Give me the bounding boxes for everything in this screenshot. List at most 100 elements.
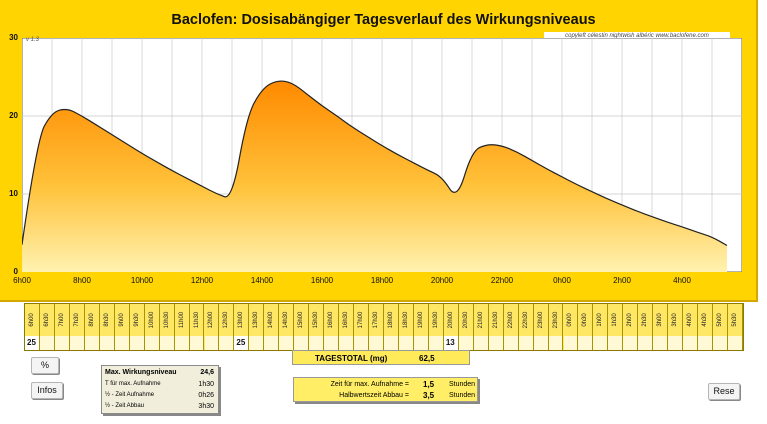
schedule-time-label: 7h30 <box>73 313 80 327</box>
dose-input-cell[interactable] <box>518 336 534 350</box>
dose-input-cell[interactable] <box>413 336 429 350</box>
dose-input-cell[interactable] <box>204 336 220 350</box>
schedule-time-cell: 2h30 <box>638 304 654 336</box>
schedule-time-label: 19h00 <box>417 311 424 329</box>
dose-input-cell[interactable] <box>69 336 85 350</box>
dose-input-cell[interactable] <box>488 336 504 350</box>
dose-input-cell[interactable] <box>533 336 549 350</box>
schedule-time-cell: 8h30 <box>100 304 115 336</box>
schedule-time-label: 0h00 <box>567 313 574 327</box>
info-row-label: ½ - Zeit Aufnahme <box>105 392 155 398</box>
schedule-time-cell: 7h00 <box>55 304 70 336</box>
schedule-time-label: 9h00 <box>118 313 125 327</box>
schedule-time-cell: 13h30 <box>249 304 265 336</box>
schedule-time-label: 9h30 <box>133 313 140 327</box>
dose-input-cell[interactable] <box>249 336 265 350</box>
dose-input-cell[interactable] <box>339 336 355 350</box>
schedule-time-cell: 20h30 <box>459 304 474 336</box>
dose-input-cell[interactable] <box>458 336 474 350</box>
dose-input-cell[interactable] <box>174 336 190 350</box>
dose-input-cell[interactable] <box>189 336 205 350</box>
schedule-time-label: 21h00 <box>477 311 484 329</box>
dose-input-cell[interactable] <box>653 336 669 350</box>
dose-input-cell[interactable] <box>144 336 160 350</box>
dose-input-cell[interactable] <box>608 336 624 350</box>
schedule-time-label: 23h00 <box>537 311 544 329</box>
schedule-time-label: 10h30 <box>163 311 170 329</box>
dose-input-cell[interactable] <box>99 336 115 350</box>
x-tick-label: 12h00 <box>190 276 214 285</box>
param-value[interactable]: 1,5 <box>423 380 435 389</box>
schedule-time-label: 16h00 <box>328 311 335 329</box>
schedule-time-label: 22h00 <box>507 311 514 329</box>
schedule-time-label: 5h30 <box>732 313 738 327</box>
max-level-label: Max. Wirkungsniveau <box>105 369 177 376</box>
schedule-time-cell: 19h30 <box>429 304 444 336</box>
schedule-time-label: 3h30 <box>672 313 679 327</box>
dose-input-cell[interactable]: 25 <box>234 336 250 350</box>
schedule-time-cell: 21h30 <box>489 304 504 336</box>
x-tick-label: 4h00 <box>673 276 691 285</box>
dose-input-cell[interactable] <box>219 336 235 350</box>
dose-input-cell[interactable] <box>563 336 579 350</box>
dose-input-cell[interactable] <box>638 336 654 350</box>
y-tick-label: 30 <box>9 33 18 42</box>
schedule-time-label: 13h00 <box>238 311 245 329</box>
dose-input-cell[interactable] <box>548 336 564 350</box>
dose-input-cell[interactable] <box>84 336 100 350</box>
dose-input-cell[interactable] <box>294 336 310 350</box>
dose-input-cell[interactable] <box>713 336 729 350</box>
dose-input-cell[interactable] <box>54 336 70 350</box>
dose-input-cell[interactable] <box>428 336 444 350</box>
dose-input-cell[interactable] <box>369 336 384 350</box>
dose-input-cell[interactable] <box>578 336 594 350</box>
dose-input-cell[interactable]: 13 <box>443 336 459 350</box>
dose-input-cell[interactable] <box>683 336 699 350</box>
schedule-time-cell: 6h00 <box>25 304 40 336</box>
dose-input-cell[interactable] <box>279 336 295 350</box>
dose-input-cell[interactable] <box>309 336 325 350</box>
copyright-note: copyleft célestin nightwish albéric www.… <box>544 32 730 41</box>
dose-input-cell[interactable] <box>324 336 340 350</box>
schedule-time-cell: 16h30 <box>339 304 355 336</box>
schedule-time-label: 19h30 <box>432 311 439 329</box>
dose-input-cell[interactable] <box>384 336 399 350</box>
schedule-time-cell: 18h30 <box>399 304 414 336</box>
dose-input-cell[interactable] <box>114 336 130 350</box>
dose-input-cell[interactable] <box>728 336 743 350</box>
percent-button[interactable]: % <box>31 357 59 374</box>
reset-button[interactable]: Rese <box>708 383 740 400</box>
param-value[interactable]: 3,5 <box>423 391 435 400</box>
dose-input-cell[interactable] <box>159 336 175 350</box>
schedule-time-label: 15h30 <box>313 311 320 329</box>
daily-total-value: 62,5 <box>419 354 435 363</box>
dose-input-cell[interactable]: 25 <box>25 336 40 350</box>
dose-input-cell[interactable] <box>503 336 519 350</box>
dose-input-cell[interactable] <box>39 336 55 350</box>
dose-input-cell[interactable] <box>398 336 414 350</box>
schedule-time-cell: 12h30 <box>219 304 235 336</box>
dose-input-cell[interactable] <box>698 336 714 350</box>
schedule-time-label: 0h30 <box>582 313 589 327</box>
x-tick-label: 8h00 <box>73 276 91 285</box>
schedule-time-label: 14h30 <box>283 311 290 329</box>
schedule-time-cell: 14h30 <box>279 304 295 336</box>
dose-input-cell[interactable] <box>623 336 639 350</box>
dose-input-cell[interactable] <box>473 336 489 350</box>
schedule-time-cell: 16h00 <box>324 304 340 336</box>
schedule-time-cell: 4h30 <box>698 304 714 336</box>
dose-input-cell[interactable] <box>354 336 370 350</box>
dose-input-cell[interactable] <box>129 336 145 350</box>
schedule-time-cell: 8h00 <box>85 304 100 336</box>
schedule-time-label: 17h30 <box>373 311 379 329</box>
dose-input-cell[interactable] <box>593 336 609 350</box>
y-tick-label: 20 <box>9 111 18 120</box>
level-area <box>22 81 727 272</box>
infos-button[interactable]: Infos <box>31 382 63 399</box>
chart-title: Baclofen: Dosisabängiger Tagesverlauf de… <box>171 12 596 28</box>
schedule-time-label: 7h00 <box>58 313 65 327</box>
schedule-time-cell: 3h00 <box>653 304 669 336</box>
dose-input-cell[interactable] <box>264 336 280 350</box>
dose-input-cell[interactable] <box>668 336 684 350</box>
schedule-time-cell: 1h30 <box>608 304 624 336</box>
